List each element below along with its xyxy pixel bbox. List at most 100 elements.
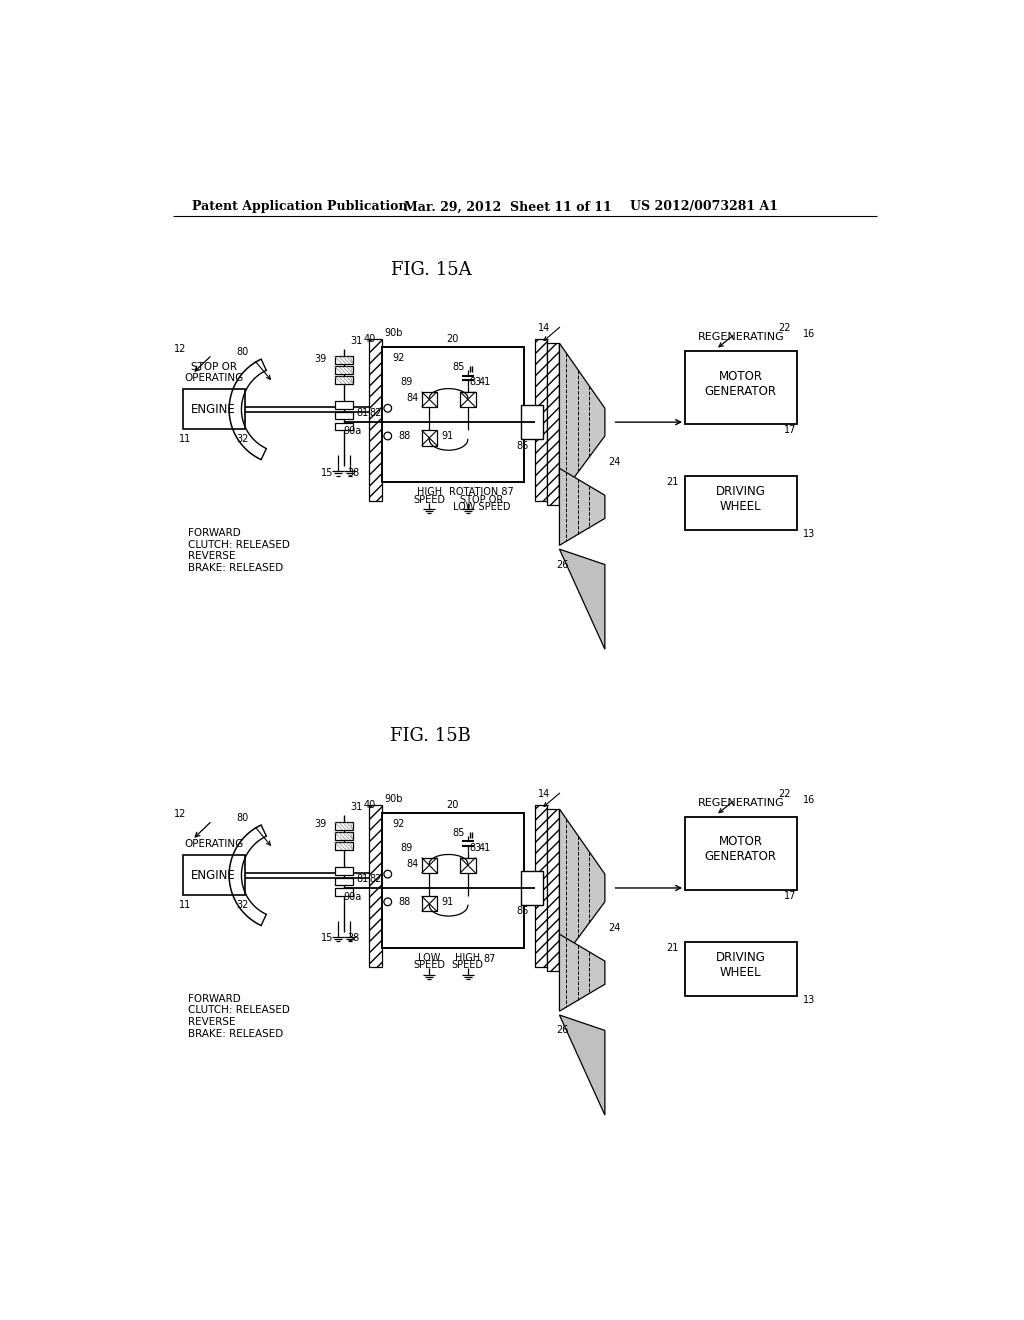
Bar xyxy=(335,878,353,886)
Text: Mar. 29, 2012  Sheet 11 of 11: Mar. 29, 2012 Sheet 11 of 11 xyxy=(403,201,611,214)
Bar xyxy=(460,392,475,407)
Text: 84: 84 xyxy=(407,393,419,403)
Text: 32: 32 xyxy=(236,900,249,911)
Text: 91: 91 xyxy=(441,432,454,441)
Text: 89: 89 xyxy=(400,843,413,853)
Text: FIG. 15A: FIG. 15A xyxy=(390,261,471,279)
Text: 86: 86 xyxy=(516,907,528,916)
Text: 86: 86 xyxy=(516,441,528,450)
Bar xyxy=(422,896,437,911)
Text: 12: 12 xyxy=(174,343,186,354)
Bar xyxy=(422,430,437,446)
Bar xyxy=(370,339,382,502)
Bar xyxy=(460,858,475,873)
Bar xyxy=(547,809,559,970)
Bar xyxy=(685,477,797,529)
Bar xyxy=(335,842,353,850)
Text: DRIVING
WHEEL: DRIVING WHEEL xyxy=(716,486,766,513)
Text: 13: 13 xyxy=(803,995,815,1005)
Text: FORWARD
CLUTCH: RELEASED: FORWARD CLUTCH: RELEASED xyxy=(188,994,290,1015)
Bar xyxy=(422,392,437,407)
Text: 40: 40 xyxy=(364,800,376,810)
Text: SPEED: SPEED xyxy=(414,495,445,504)
Bar xyxy=(335,888,353,896)
Text: 40: 40 xyxy=(364,334,376,345)
Text: 41: 41 xyxy=(478,376,490,387)
Text: 15: 15 xyxy=(321,933,333,944)
Text: US 2012/0073281 A1: US 2012/0073281 A1 xyxy=(630,201,777,214)
Text: 38: 38 xyxy=(348,933,360,944)
Text: 39: 39 xyxy=(314,820,327,829)
Text: 41: 41 xyxy=(478,842,490,853)
Bar xyxy=(335,376,353,384)
Text: 26: 26 xyxy=(556,560,568,569)
Text: ENGINE: ENGINE xyxy=(191,869,237,882)
Text: MOTOR
GENERATOR: MOTOR GENERATOR xyxy=(705,370,777,397)
Text: 14: 14 xyxy=(538,323,550,333)
Text: SPEED: SPEED xyxy=(414,961,445,970)
Bar xyxy=(370,805,382,966)
Text: DRIVING
WHEEL: DRIVING WHEEL xyxy=(716,950,766,979)
Text: 81: 81 xyxy=(356,874,369,883)
Text: 90a: 90a xyxy=(343,892,361,902)
Text: LOW SPEED: LOW SPEED xyxy=(453,502,510,512)
Text: MOTOR
GENERATOR: MOTOR GENERATOR xyxy=(705,836,777,863)
Text: REVERSE
BRAKE: RELEASED: REVERSE BRAKE: RELEASED xyxy=(188,552,284,573)
Text: FIG. 15B: FIG. 15B xyxy=(390,727,471,744)
Bar xyxy=(335,422,353,430)
Text: 82: 82 xyxy=(370,874,382,883)
Polygon shape xyxy=(559,549,605,649)
Text: 32: 32 xyxy=(236,434,249,445)
Bar xyxy=(422,858,437,873)
Text: 88: 88 xyxy=(398,432,411,441)
Text: 87: 87 xyxy=(483,954,496,964)
Bar xyxy=(335,356,353,364)
Text: REVERSE
BRAKE: RELEASED: REVERSE BRAKE: RELEASED xyxy=(188,1016,284,1039)
Text: 17: 17 xyxy=(784,425,797,436)
Bar xyxy=(335,822,353,830)
Text: 91: 91 xyxy=(441,898,454,907)
Bar xyxy=(535,805,547,966)
Bar xyxy=(335,366,353,374)
Text: 26: 26 xyxy=(556,1026,568,1035)
Text: 84: 84 xyxy=(407,859,419,869)
Text: 39: 39 xyxy=(314,354,327,363)
Text: 12: 12 xyxy=(174,809,186,820)
Bar xyxy=(382,813,524,948)
Bar xyxy=(547,343,559,506)
Text: STOP OR: STOP OR xyxy=(460,495,504,504)
Text: 85: 85 xyxy=(453,362,465,372)
Text: 24: 24 xyxy=(608,923,622,933)
Text: 20: 20 xyxy=(446,334,459,345)
Text: FORWARD
CLUTCH: RELEASED: FORWARD CLUTCH: RELEASED xyxy=(188,528,290,549)
Bar xyxy=(335,832,353,840)
Text: 38: 38 xyxy=(348,467,360,478)
Polygon shape xyxy=(559,469,605,545)
Text: STOP OR
OPERATING: STOP OR OPERATING xyxy=(184,362,244,383)
Bar xyxy=(685,817,797,890)
Text: 14: 14 xyxy=(538,788,550,799)
Text: 20: 20 xyxy=(446,800,459,810)
Bar xyxy=(183,855,245,895)
Bar xyxy=(521,405,543,440)
Text: 90b: 90b xyxy=(385,795,403,804)
Text: Patent Application Publication: Patent Application Publication xyxy=(193,201,408,214)
Text: 22: 22 xyxy=(778,323,791,333)
Text: 80: 80 xyxy=(237,813,249,822)
Text: LOW: LOW xyxy=(418,953,440,962)
Text: 17: 17 xyxy=(784,891,797,902)
Text: HIGH: HIGH xyxy=(456,953,480,962)
Bar xyxy=(382,347,524,482)
Text: 22: 22 xyxy=(778,788,791,799)
Text: 89: 89 xyxy=(400,378,413,388)
Text: 83: 83 xyxy=(469,378,481,388)
Text: REGENERATING: REGENERATING xyxy=(697,797,784,808)
Polygon shape xyxy=(559,935,605,1011)
Text: 15: 15 xyxy=(321,467,333,478)
Bar xyxy=(335,401,353,409)
Polygon shape xyxy=(559,1015,605,1115)
Text: 90b: 90b xyxy=(385,329,403,338)
Text: 92: 92 xyxy=(392,352,404,363)
Text: 16: 16 xyxy=(803,329,815,339)
Bar xyxy=(183,389,245,429)
